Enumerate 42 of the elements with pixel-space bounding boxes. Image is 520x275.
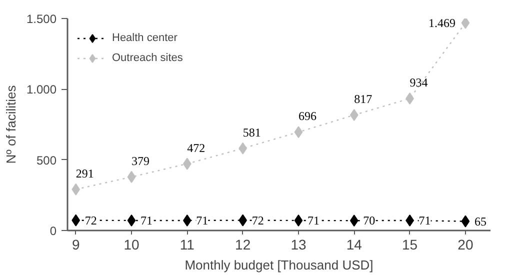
y-tick-label: 1.500 (26, 12, 57, 26)
point (127, 170, 136, 183)
point (294, 126, 303, 138)
y-tick-label: 500 (36, 153, 57, 168)
x-tick-label: 9 (72, 236, 80, 252)
x-axis-title: Monthly budget [Thousand USD] (184, 258, 374, 272)
legend-label: Outreach sites (112, 52, 183, 64)
point (350, 109, 358, 122)
x-tick-label: 10 (124, 236, 140, 252)
x-tick-label: 15 (402, 236, 418, 252)
data-label: 1.469 (428, 16, 456, 30)
point (72, 183, 80, 196)
data-label: 70 (363, 214, 376, 228)
data-label: 472 (187, 140, 206, 155)
x-tick-label: 14 (346, 236, 362, 252)
data-label: 379 (132, 154, 150, 168)
point (461, 215, 470, 228)
data-label: 71 (140, 213, 153, 228)
point (72, 214, 80, 226)
data-label: 72 (84, 213, 97, 228)
data-label: 696 (298, 109, 316, 124)
point (127, 214, 136, 226)
data-label: 291 (76, 166, 94, 180)
data-label: 71 (418, 213, 431, 228)
point (294, 214, 303, 226)
legend-label: Health center (112, 32, 178, 44)
point (350, 214, 358, 227)
y-axis-title: Nº of facilities (3, 84, 18, 164)
point (461, 18, 470, 29)
data-label: 71 (307, 213, 320, 228)
x-tick-label: 12 (235, 236, 251, 252)
y-tick-label: 0 (50, 224, 57, 238)
data-label: 817 (354, 92, 372, 106)
x-tick-label: 20 (458, 236, 474, 252)
data-label: 72 (252, 213, 264, 228)
data-label: 934 (410, 75, 428, 90)
x-tick-label: 13 (290, 236, 306, 252)
data-label: 581 (242, 125, 261, 140)
y-tick-label: 1.000 (26, 82, 57, 97)
data-label: 65 (474, 214, 486, 228)
data-label: 71 (196, 213, 208, 228)
x-tick-label: 11 (180, 236, 195, 252)
